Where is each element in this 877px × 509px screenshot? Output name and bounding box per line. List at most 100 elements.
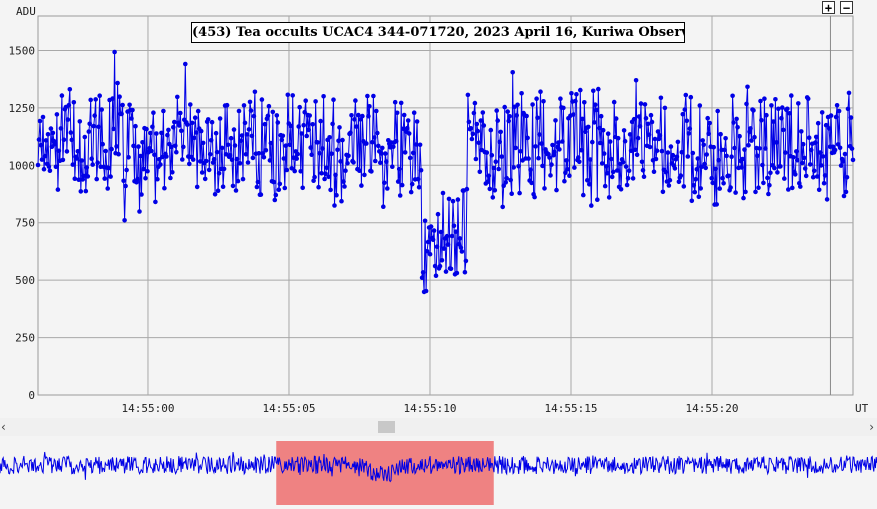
data-point <box>438 229 444 235</box>
data-point <box>833 114 839 120</box>
data-point <box>365 93 370 99</box>
data-point <box>547 155 552 160</box>
data-point <box>97 93 102 98</box>
horizontal-scrollbar[interactable]: ‹ › <box>0 418 877 436</box>
data-point <box>488 127 494 133</box>
data-point <box>645 121 651 127</box>
data-point <box>345 161 350 166</box>
data-point <box>579 147 584 153</box>
data-point <box>37 118 43 124</box>
data-point <box>679 149 685 155</box>
data-point <box>665 150 671 155</box>
data-point <box>737 133 742 139</box>
data-point <box>369 169 374 174</box>
data-point <box>509 191 514 196</box>
data-point <box>606 195 612 200</box>
data-point <box>200 140 206 146</box>
data-point <box>636 114 642 119</box>
data-point <box>799 129 804 134</box>
data-point <box>53 164 59 170</box>
overview-selection-window[interactable] <box>276 441 494 505</box>
data-point <box>379 151 384 156</box>
data-point <box>404 125 410 131</box>
data-point <box>818 163 824 168</box>
plot-area <box>37 15 854 396</box>
data-point <box>219 145 225 151</box>
data-point <box>133 123 138 129</box>
data-point <box>496 166 502 172</box>
data-point <box>817 150 823 155</box>
data-point <box>276 187 282 192</box>
data-point <box>721 181 726 186</box>
data-point <box>729 154 734 159</box>
data-point <box>758 98 763 104</box>
data-point <box>252 89 258 95</box>
data-point <box>351 160 356 165</box>
data-point <box>398 100 404 106</box>
data-point <box>701 142 706 148</box>
data-point <box>315 140 320 145</box>
data-point <box>614 168 620 173</box>
data-point <box>577 159 582 165</box>
data-point <box>149 148 154 154</box>
data-point <box>734 116 739 122</box>
data-point <box>268 140 274 146</box>
data-point <box>803 173 809 179</box>
data-point <box>244 132 250 137</box>
data-point <box>625 176 631 181</box>
scroll-thumb[interactable] <box>378 421 395 433</box>
zoom-in-button[interactable]: + <box>822 1 835 14</box>
data-point <box>71 100 77 105</box>
data-point <box>840 159 846 164</box>
data-point <box>660 189 666 195</box>
data-point <box>573 98 578 104</box>
data-point <box>94 176 99 182</box>
data-point <box>449 233 455 239</box>
data-point <box>265 113 271 119</box>
data-point <box>148 130 153 136</box>
data-point <box>594 107 599 113</box>
data-point <box>402 150 408 155</box>
data-point <box>535 115 540 121</box>
data-point <box>663 169 669 175</box>
data-point <box>76 177 82 182</box>
data-point <box>137 209 142 214</box>
data-point <box>765 175 770 181</box>
data-point <box>332 203 337 208</box>
data-point <box>648 112 654 118</box>
data-point <box>728 185 733 190</box>
data-point <box>602 183 608 189</box>
data-point <box>164 154 169 159</box>
data-point <box>702 161 707 167</box>
data-point <box>207 152 213 157</box>
data-point <box>598 113 604 119</box>
data-point <box>637 124 643 129</box>
scroll-left-icon[interactable]: ‹ <box>1 420 6 434</box>
data-point <box>748 126 753 131</box>
data-point <box>541 99 546 104</box>
data-point <box>169 144 174 150</box>
data-point <box>711 144 716 150</box>
data-point <box>755 153 760 159</box>
data-point <box>763 146 768 151</box>
data-point <box>378 160 383 165</box>
data-point <box>587 182 592 187</box>
data-point <box>655 129 661 134</box>
data-point <box>238 138 244 143</box>
data-point <box>206 167 212 173</box>
overview-navigator[interactable] <box>0 438 877 508</box>
data-point <box>761 180 766 186</box>
data-point <box>126 155 131 160</box>
data-point <box>321 94 326 99</box>
data-point <box>476 140 482 146</box>
data-point <box>99 107 104 112</box>
data-point <box>578 87 583 93</box>
data-point <box>462 269 468 275</box>
zoom-out-button[interactable]: − <box>840 1 853 14</box>
data-point <box>558 96 563 101</box>
data-point <box>246 127 252 132</box>
data-point <box>225 142 231 148</box>
data-point <box>813 134 819 140</box>
data-point <box>465 92 471 98</box>
scroll-right-icon[interactable]: › <box>869 420 874 434</box>
